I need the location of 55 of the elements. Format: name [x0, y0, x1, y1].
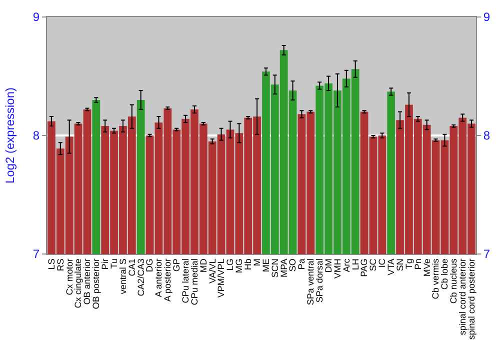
x-tick-label: CA2/CA3: [136, 258, 146, 296]
x-tick-label: LG: [225, 258, 236, 271]
x-tick-label: MVe: [422, 258, 432, 277]
x-tick-label: SC: [368, 258, 378, 272]
x-tick-label: VPM/VPL: [216, 258, 226, 298]
x-tick-label: SPa dorsal: [314, 258, 325, 303]
x-tick-label: SPa ventral: [306, 258, 316, 306]
x-tick-label: ventral S: [118, 258, 128, 294]
x-tick-label: Hb: [243, 258, 254, 270]
x-tick-label: OB anterior: [82, 258, 92, 305]
y2-tick-label: 9: [483, 10, 490, 24]
x-tick-label: VMH: [332, 258, 342, 279]
x-tick-label: DG: [144, 258, 155, 272]
x-tick-label: SCN: [270, 258, 280, 278]
x-tick-label: Tg: [404, 258, 414, 270]
x-tick-label: OB posterior: [91, 258, 102, 310]
x-tick-label: Cb lobe: [440, 258, 450, 290]
x-tick-label: Pn: [412, 258, 423, 270]
x-tick-label: SO: [288, 258, 298, 272]
y-tick-label: 7: [32, 247, 40, 262]
x-tick-label: DM: [323, 258, 334, 273]
x-tick-label: Cb vermis: [430, 258, 441, 300]
x-tick-label: Cb nucleus: [448, 258, 459, 304]
x-tick-label: RS: [55, 258, 66, 272]
x-tick-label: LH: [350, 258, 360, 270]
x-tick-label: CPu medial: [189, 258, 200, 306]
x-tick-label: Cx motor: [64, 258, 74, 296]
x-tick-label: VTA: [386, 258, 396, 276]
x-tick-label: M: [252, 258, 262, 266]
x-tick-label: spinal cord anterior: [458, 258, 468, 336]
x-tick-label: GP: [172, 258, 182, 272]
x-tick-label: SN: [394, 258, 405, 272]
x-tick-label: spinal cord posterior: [466, 258, 476, 340]
y2-tick-label: 7: [483, 247, 490, 262]
x-tick-label: Pa: [296, 258, 307, 270]
x-tick-label: PAG: [359, 258, 370, 277]
x-tick-label: CA1: [126, 258, 137, 276]
x-tick-label: MD: [198, 258, 208, 273]
x-tick-label: CPu lateral: [180, 258, 190, 304]
x-tick-label: MPA: [278, 258, 289, 278]
y-axis-title: Log2 (expression): [3, 87, 18, 184]
x-tick-label: IC: [377, 258, 388, 268]
x-tick-label: MG: [234, 258, 244, 274]
x-tick-label: A posterior: [162, 258, 173, 302]
x-tick-label: A anterior: [154, 258, 164, 298]
x-tick-label: VA/VL: [207, 258, 218, 284]
x-tick-label: Tu: [108, 258, 119, 269]
y-tick-label: 9: [32, 10, 40, 24]
x-tick-label: LS: [46, 258, 56, 270]
x-tick-label: ME: [260, 258, 271, 272]
x-tick-label: Cx cingulate: [73, 258, 84, 308]
y2-tick-label: 8: [483, 128, 490, 143]
x-tick-label: Pir: [100, 258, 110, 270]
x-tick-label: Arc: [341, 258, 352, 272]
y-tick-label: 8: [32, 128, 40, 143]
